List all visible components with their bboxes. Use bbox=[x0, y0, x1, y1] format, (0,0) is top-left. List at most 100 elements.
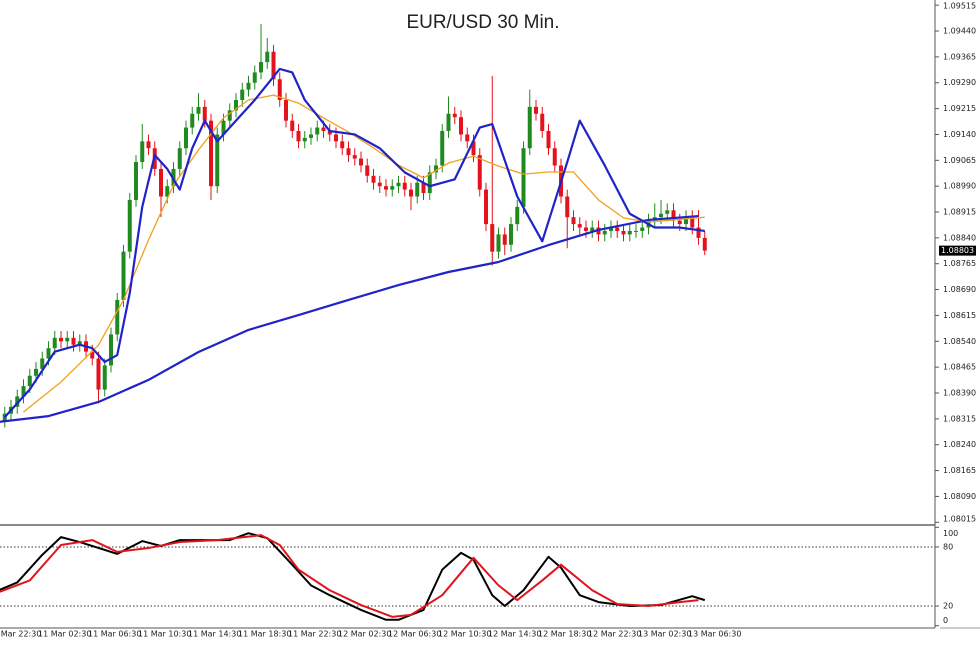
candle-body bbox=[96, 358, 101, 390]
y-tick-label: 1.09515 bbox=[943, 2, 976, 11]
candle-body bbox=[309, 134, 313, 138]
candle-body bbox=[377, 182, 382, 187]
candle-body bbox=[384, 186, 388, 190]
x-tick-label: 11 Mar 02:30 bbox=[38, 630, 91, 639]
y-tick-label: 1.09140 bbox=[943, 130, 976, 139]
x-tick-label: 13 Mar 02:30 bbox=[638, 630, 691, 639]
candle-body bbox=[609, 227, 613, 231]
x-tick-label: 12 Mar 18:30 bbox=[538, 630, 591, 639]
candle-body bbox=[359, 158, 363, 166]
y-tick-label: 0 bbox=[943, 616, 948, 625]
indicator-line bbox=[0, 532, 706, 621]
candle-body bbox=[490, 224, 495, 252]
candle-body bbox=[196, 106, 201, 114]
candle-body bbox=[565, 196, 570, 218]
candle-body bbox=[146, 141, 151, 149]
candle-body bbox=[684, 217, 688, 225]
candle-body bbox=[140, 141, 145, 163]
y-tick-label: 1.09365 bbox=[943, 52, 976, 61]
candle-body bbox=[59, 337, 63, 342]
candle-body bbox=[240, 89, 245, 100]
candle-body bbox=[284, 99, 288, 121]
candle-body bbox=[634, 230, 638, 232]
candle-body bbox=[46, 348, 51, 359]
candle-body bbox=[396, 182, 401, 187]
candle-body bbox=[71, 337, 76, 345]
y-tick-label: 1.08090 bbox=[943, 492, 976, 501]
candle-body bbox=[259, 62, 263, 73]
candle-body bbox=[690, 217, 695, 228]
x-tick-label: 12 Mar 06:30 bbox=[388, 630, 441, 639]
x-tick-label: 11 Mar 10:30 bbox=[138, 630, 191, 639]
candle-body bbox=[221, 120, 226, 135]
candle-body bbox=[296, 131, 301, 142]
indicator-line bbox=[0, 215, 699, 423]
candle-body bbox=[302, 137, 307, 142]
candle-body bbox=[290, 120, 295, 131]
candle-body bbox=[427, 172, 432, 194]
indicator-line bbox=[23, 94, 705, 413]
x-tick-label: 12 Mar 14:30 bbox=[488, 630, 541, 639]
candle-body bbox=[534, 106, 538, 114]
candle-body bbox=[402, 182, 407, 190]
candle-body bbox=[502, 234, 507, 245]
candle-body bbox=[134, 162, 138, 200]
candle-body bbox=[21, 386, 26, 397]
candle-body bbox=[227, 110, 232, 121]
x-tick-label: 12 Mar 22:30 bbox=[588, 630, 641, 639]
candle-body bbox=[321, 127, 326, 131]
x-tick-label: 12 Mar 02:30 bbox=[338, 630, 391, 639]
candle-body bbox=[234, 99, 238, 111]
candle-body bbox=[540, 113, 545, 131]
x-tick-label: 11 Mar 06:30 bbox=[88, 630, 141, 639]
y-tick-label: 1.08840 bbox=[943, 233, 976, 242]
candle-body bbox=[409, 189, 413, 197]
candle-body bbox=[77, 341, 82, 345]
candle-body bbox=[346, 148, 351, 156]
candle-body bbox=[640, 227, 645, 231]
candle-body bbox=[452, 113, 457, 118]
candle-body bbox=[121, 251, 126, 300]
candle-body bbox=[215, 134, 220, 187]
candle-body bbox=[621, 230, 626, 235]
y-tick-label: 1.08315 bbox=[943, 414, 976, 423]
candle-body bbox=[315, 127, 320, 135]
x-tick-label: 13 Mar 06:30 bbox=[688, 630, 741, 639]
y-tick-label: 1.08465 bbox=[943, 363, 976, 372]
candle-body bbox=[371, 175, 376, 183]
y-tick-label: 1.08240 bbox=[943, 440, 976, 449]
candle-body bbox=[459, 117, 463, 135]
candle-body bbox=[2, 413, 7, 421]
candle-body bbox=[327, 131, 332, 135]
candle-body bbox=[552, 148, 557, 166]
candle-body bbox=[246, 82, 251, 90]
y-tick-label: 1.09290 bbox=[943, 78, 976, 87]
candle-body bbox=[340, 141, 345, 149]
candle-body bbox=[496, 234, 501, 252]
candle-body bbox=[571, 217, 576, 225]
candle-body bbox=[271, 51, 276, 80]
y-tick-label: 1.09440 bbox=[943, 27, 976, 36]
candle-body bbox=[677, 220, 682, 225]
candle-body bbox=[515, 206, 520, 225]
candle-body bbox=[127, 199, 132, 252]
candle-body bbox=[334, 134, 338, 142]
candle-body bbox=[702, 237, 707, 251]
candle-body bbox=[109, 334, 113, 366]
y-tick-label: 20 bbox=[943, 602, 953, 611]
candle-body bbox=[352, 155, 357, 159]
candle-body bbox=[265, 51, 270, 63]
candle-body bbox=[615, 227, 620, 231]
candle-body bbox=[165, 186, 170, 197]
candle-body bbox=[446, 113, 451, 131]
candle-body bbox=[184, 127, 188, 149]
indicator-line bbox=[3, 67, 705, 418]
last-price-box bbox=[939, 245, 976, 256]
candle-body bbox=[521, 148, 526, 207]
candle-body bbox=[27, 375, 32, 387]
candle-body bbox=[584, 227, 588, 231]
y-tick-label: 1.09065 bbox=[943, 156, 976, 165]
candle-body bbox=[665, 210, 670, 214]
